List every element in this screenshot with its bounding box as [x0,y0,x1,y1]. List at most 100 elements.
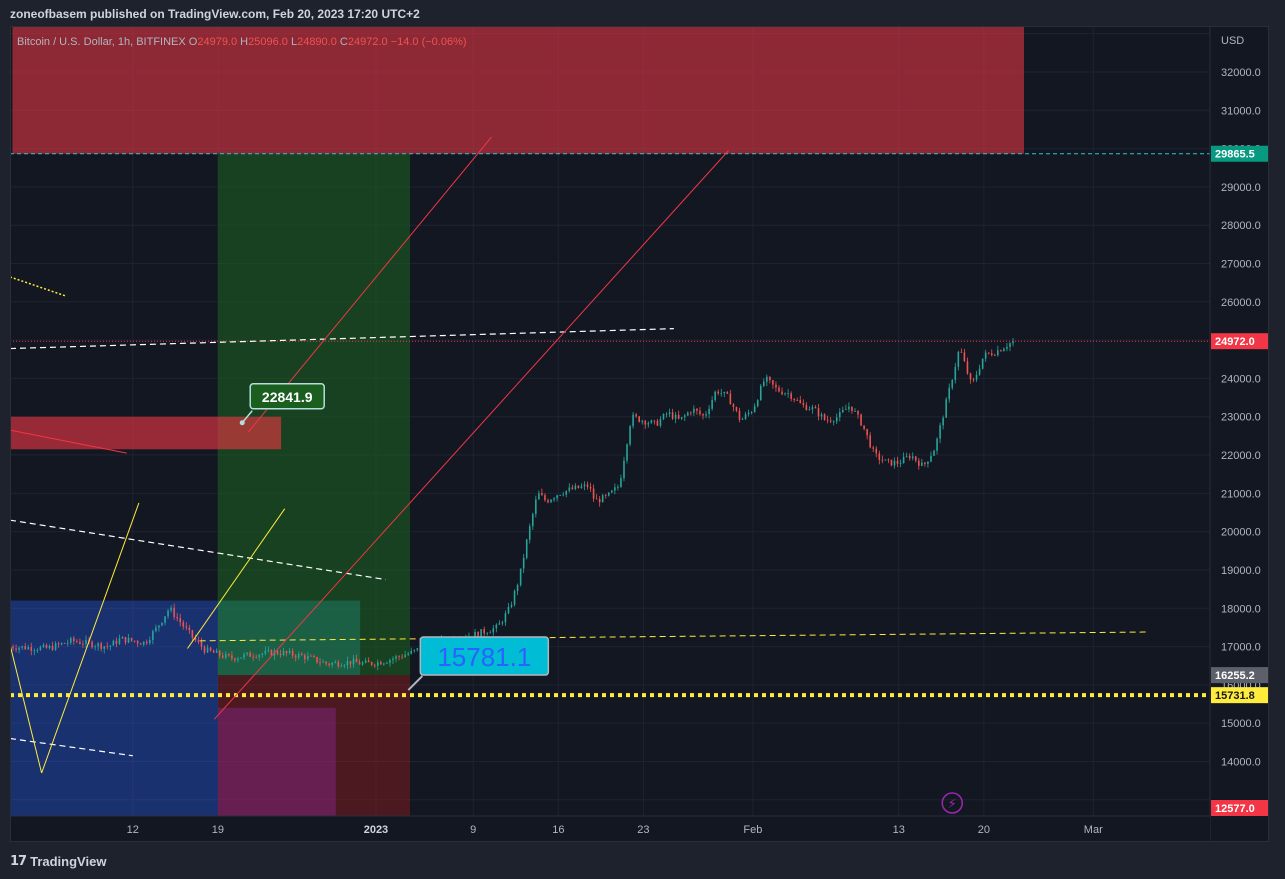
candle-body [194,637,197,641]
candle-body [802,403,805,405]
candle-body [614,487,616,491]
candle-body [826,419,829,421]
candle-body [79,641,81,644]
candle-body [726,391,729,394]
candle-body [823,414,826,420]
candle-body [647,423,650,425]
candle-body [474,631,476,638]
candle-body [799,400,802,404]
x-tick-label: Mar [1084,824,1103,836]
x-tick-label: Feb [743,824,762,836]
candle-body [866,428,868,436]
candle-body [294,655,297,658]
candle-body [981,358,984,369]
candle-body [310,655,312,657]
callout-text-15781: 15781.1 [437,642,531,672]
candle-body [300,653,303,656]
candle-body [504,613,507,623]
candle-body [243,654,245,658]
candle-body [410,650,413,654]
candle-body [152,631,154,640]
candle-body [94,646,96,648]
candle-body [18,647,20,650]
candle-body [699,410,701,415]
candle-body [51,646,54,650]
candle-body [857,411,859,415]
candle-body [124,636,127,643]
resistance-zone-left [10,416,282,450]
red-arrow-line [10,429,127,454]
x-tick-label: 19 [212,824,224,836]
tradingview-footer[interactable]: 17 TradingView [10,851,106,871]
candle-body [762,381,765,386]
candle-body [15,648,17,650]
price-axis-bg [1210,26,1269,842]
lightning-icon[interactable]: ⚡ [941,792,963,814]
candle-body [480,629,482,637]
candle-body [550,499,552,503]
candle-body [559,494,561,496]
candle-body [677,414,680,419]
candle-body [948,387,951,400]
candle-body [583,484,586,487]
candle-body [787,393,789,395]
candle-body [896,460,899,464]
candle-body [39,646,42,651]
candle-body [267,650,270,651]
candle-body [671,412,674,419]
candle-body [714,391,716,400]
candle-body [66,642,69,644]
candle-body [957,351,960,367]
candle-body [63,643,66,644]
price-axis[interactable]: USD14000.015000.016000.017000.018000.019… [1209,26,1269,842]
candle-body [790,393,792,399]
candle-body [954,366,957,381]
candle-body [279,653,282,655]
yellow-down-leg [10,644,43,774]
resistance-trendline [10,328,674,350]
candle-body [556,495,558,499]
candle-body [772,380,774,385]
x-tick-label: 23 [637,824,649,836]
candle-body [629,426,631,445]
demand-zone-blue [10,600,218,816]
candle-body [808,409,811,411]
candle-body [863,425,865,429]
candle-body [918,460,920,466]
candle-body [759,385,762,401]
candle-body [349,661,352,665]
candle-body [881,459,884,461]
candle-body [842,410,844,413]
candle-body [890,459,893,466]
price-chart[interactable]: 22841.9 15781.1 Bitcoin / U.S. Dollar, 1h,… [10,26,1269,842]
candle-body [398,656,400,658]
candle-body [696,408,698,411]
candle-body [990,353,993,356]
candle-body [483,629,485,634]
y-tick-label: 24000.0 [1221,373,1261,385]
candle-body [413,649,416,651]
candle-body [477,631,479,637]
candle-body [553,498,555,500]
candle-body [185,626,188,628]
candle-body [908,456,911,459]
candle-body [969,373,972,380]
candle-body [121,636,124,639]
candle-body [626,444,628,461]
candle-body [708,408,710,415]
candle-body [395,656,397,659]
candle-body [838,412,841,418]
time-axis[interactable]: 12 19 2023 9 16 23 Feb 13 20 Mar [10,815,1210,842]
candle-body [939,425,941,439]
candle-body [945,399,947,418]
candle-body [343,665,346,667]
candle-body [164,616,166,623]
candle-body [592,488,595,499]
lightning-icon-ring [941,792,963,814]
callout-box-22841 [249,383,325,410]
candle-body [322,661,324,663]
candle-body [498,623,501,625]
candle-body [57,643,60,645]
tradingview-brand: TradingView [30,853,107,869]
candle-body [313,656,315,657]
